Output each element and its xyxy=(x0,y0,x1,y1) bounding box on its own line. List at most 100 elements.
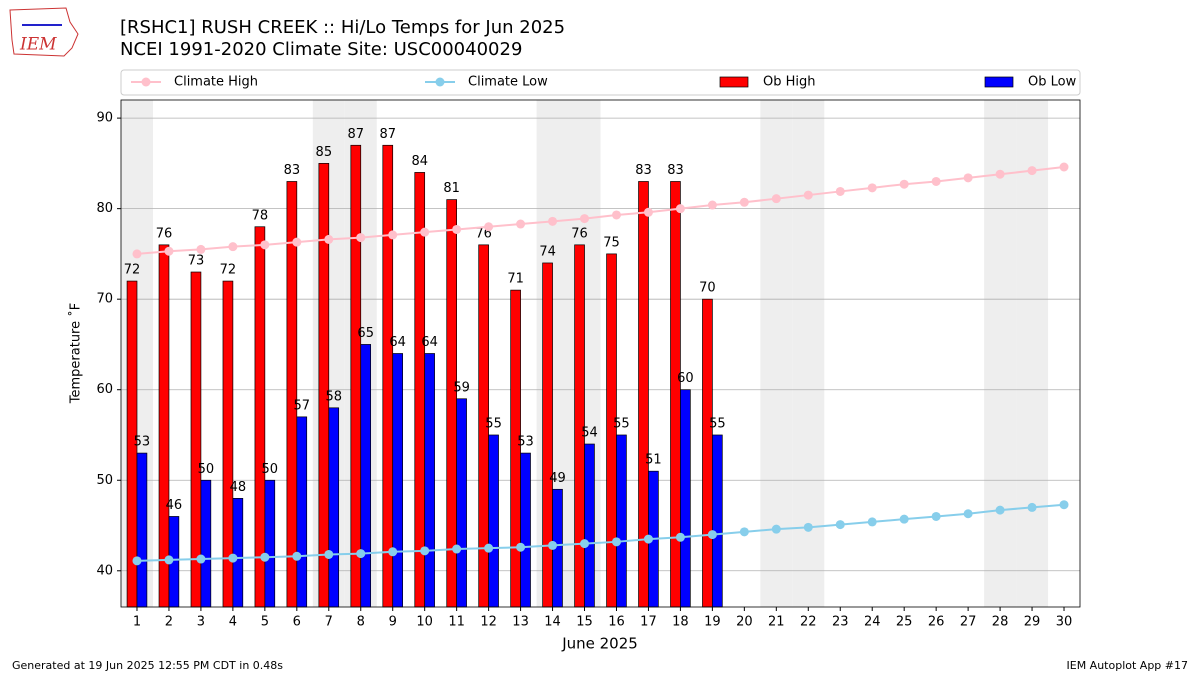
line-marker xyxy=(548,216,558,226)
line-marker xyxy=(643,534,653,544)
line-marker xyxy=(388,230,398,240)
bar-value-label: 55 xyxy=(485,416,502,431)
x-tick-label: 15 xyxy=(576,615,593,630)
chart-subtitle: NCEI 1991-2020 Climate Site: USC00040029 xyxy=(120,39,522,60)
legend-label: Climate Low xyxy=(468,75,548,90)
bar xyxy=(456,398,467,608)
bar-value-label: 55 xyxy=(709,416,726,431)
line-marker xyxy=(611,537,621,547)
legend-swatch xyxy=(984,76,1014,88)
bar xyxy=(318,163,330,608)
bar-value-label: 71 xyxy=(507,272,524,287)
line-marker xyxy=(292,237,302,247)
line-marker xyxy=(675,204,685,214)
bar xyxy=(670,181,681,608)
x-tick-label: 30 xyxy=(1056,615,1073,630)
bar xyxy=(254,226,266,608)
bar-value-label: 73 xyxy=(188,254,205,269)
footer-left: Generated at 19 Jun 2025 12:55 PM CDT in… xyxy=(12,659,283,672)
line xyxy=(136,166,1065,255)
line-marker xyxy=(260,552,270,562)
legend-box xyxy=(120,69,1081,96)
chart-title: [RSHC1] RUSH CREEK :: Hi/Lo Temps for Ju… xyxy=(120,17,565,38)
bar-value-label: 78 xyxy=(252,208,269,223)
bar-value-label: 57 xyxy=(293,398,310,413)
legend-label: Ob Low xyxy=(1028,75,1077,90)
bar xyxy=(584,443,595,608)
x-tick-label: 3 xyxy=(197,615,205,630)
line-marker xyxy=(643,207,653,217)
x-tick-label: 28 xyxy=(992,615,1009,630)
line-marker xyxy=(388,547,398,557)
line-marker xyxy=(484,222,494,232)
legend-label: Ob High xyxy=(763,75,816,90)
bar-value-label: 59 xyxy=(453,380,470,395)
legend-swatch xyxy=(719,76,749,88)
bar-value-label: 64 xyxy=(389,335,406,350)
bar-value-label: 49 xyxy=(549,471,566,486)
line-marker xyxy=(931,176,941,186)
y-tick-label: 90 xyxy=(96,111,113,126)
line-marker xyxy=(867,517,877,527)
footer-right: IEM Autoplot App #17 xyxy=(1067,659,1189,672)
x-tick-label: 16 xyxy=(608,615,625,630)
x-tick-label: 25 xyxy=(896,615,913,630)
line-marker xyxy=(228,553,238,563)
line-marker xyxy=(1027,166,1037,176)
bar xyxy=(616,434,627,608)
bar-value-label: 83 xyxy=(667,163,684,178)
line-marker xyxy=(516,219,526,229)
x-tick-label: 1 xyxy=(133,615,141,630)
bar xyxy=(680,389,691,608)
bar-value-label: 64 xyxy=(421,335,438,350)
line-marker xyxy=(835,186,845,196)
line-marker xyxy=(420,227,430,237)
bar-value-label: 65 xyxy=(357,326,374,341)
x-tick-label: 29 xyxy=(1024,615,1041,630)
x-tick-label: 18 xyxy=(672,615,689,630)
bar xyxy=(414,172,426,608)
bar-value-label: 72 xyxy=(124,263,141,278)
bar-value-label: 54 xyxy=(581,426,598,441)
bar xyxy=(712,434,723,608)
y-tick-label: 50 xyxy=(96,473,113,488)
line-marker xyxy=(1059,162,1069,172)
bar xyxy=(360,344,372,608)
x-tick-label: 14 xyxy=(544,615,561,630)
line-marker xyxy=(548,540,558,550)
bar xyxy=(542,262,553,608)
bar-value-label: 87 xyxy=(379,127,396,142)
line-marker xyxy=(228,242,238,252)
x-tick-label: 5 xyxy=(261,615,269,630)
line-marker xyxy=(675,532,685,542)
bar-value-label: 83 xyxy=(635,163,652,178)
legend-swatch-marker xyxy=(141,77,151,87)
x-tick-label: 24 xyxy=(864,615,881,630)
line-marker xyxy=(452,224,462,234)
x-tick-label: 19 xyxy=(704,615,721,630)
line-marker xyxy=(803,522,813,532)
line-marker xyxy=(580,214,590,224)
line-marker xyxy=(771,524,781,534)
weekend-shade xyxy=(792,100,825,607)
x-tick-label: 2 xyxy=(165,615,173,630)
legend-swatch-marker xyxy=(435,77,445,87)
y-tick-label: 40 xyxy=(96,563,113,578)
line-marker xyxy=(356,549,366,559)
bar xyxy=(424,353,435,608)
line-marker xyxy=(484,543,494,553)
line-marker xyxy=(931,511,941,521)
bar xyxy=(488,434,499,608)
bar-value-label: 60 xyxy=(677,371,694,386)
line-marker xyxy=(1059,500,1069,510)
x-tick-label: 11 xyxy=(448,615,465,630)
bar-value-label: 72 xyxy=(220,263,237,278)
weekend-shade xyxy=(760,100,793,607)
line-marker xyxy=(196,244,206,254)
line-marker xyxy=(995,505,1005,515)
weekend-shade xyxy=(1016,100,1049,607)
x-tick-label: 20 xyxy=(736,615,753,630)
line-marker xyxy=(164,246,174,256)
x-tick-label: 27 xyxy=(960,615,977,630)
